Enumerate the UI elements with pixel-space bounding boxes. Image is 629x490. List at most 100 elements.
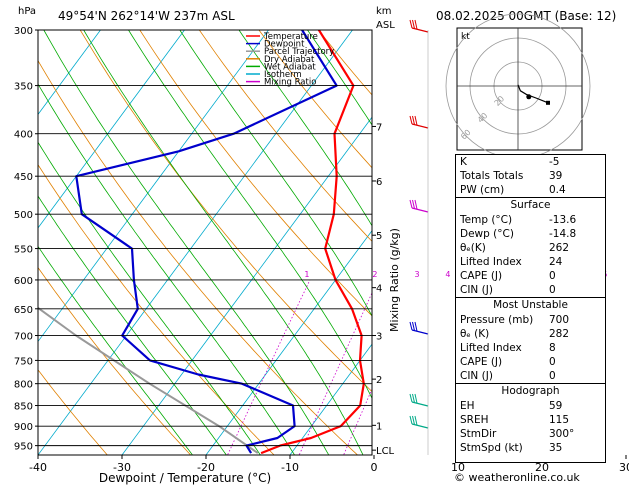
wind-barb-flag — [412, 199, 415, 209]
wind-barb-shaft — [411, 207, 429, 213]
wet-adiabat-line — [38, 83, 295, 455]
most-unstable-section: Most Unstable Pressure (mb) 700 θₑ (K) 282 L… — [456, 297, 605, 383]
stat-row: Temp (°C) -13.6 — [456, 213, 605, 227]
x-tick-label: -20 — [197, 461, 215, 474]
parcel-trajectory-line — [38, 306, 259, 454]
height-label: 5 — [376, 231, 382, 242]
mixing-ratio-axis-title: Mixing Ratio (g/kg) — [388, 228, 401, 332]
wind-barb-flag — [414, 415, 418, 426]
dry-adiabat-line — [38, 266, 192, 455]
isotherm-line — [0, 30, 17, 455]
pressure-label: 300 — [14, 26, 33, 37]
hodograph-stats-title: Hodograph — [501, 385, 560, 397]
x-tick-label: 20 — [535, 461, 549, 474]
y-unit-label: hPa — [18, 6, 36, 17]
hodograph-point — [546, 100, 550, 105]
indices-section: K -5 Totals Totals 39 PW (cm) 0.4 — [456, 155, 605, 197]
wet-adiabat-line — [179, 30, 372, 317]
stat-label: θₑ(K) — [460, 242, 486, 254]
surface-section: Surface Temp (°C) -13.6 Dewp (°C) -14.8 θₑ(K… — [456, 197, 605, 297]
stat-row: StmSpd (kt) 35 — [456, 441, 605, 455]
stat-value: 0.4 — [549, 184, 566, 196]
isotherm-line — [38, 30, 269, 343]
x-tick-label: -30 — [113, 461, 131, 474]
wind-barb-flag — [414, 115, 418, 126]
height-label: 3 — [376, 332, 382, 343]
stat-value: 39 — [549, 170, 563, 182]
wind-barb-shaft — [411, 329, 429, 335]
x-axis-title: Dewpoint / Temperature (°C) — [99, 471, 271, 485]
wind-barb-flag — [412, 415, 415, 425]
legend-label: Temperature — [263, 32, 318, 42]
stat-value: 24 — [549, 256, 563, 268]
stat-row: Pressure (mb) 700 — [456, 313, 605, 327]
isotherm-line — [121, 116, 372, 455]
stat-label: StmSpd (kt) — [460, 442, 523, 454]
km-label: km — [376, 6, 392, 17]
hodograph-unit-label: kt — [461, 32, 470, 42]
stat-label: EH — [460, 400, 475, 412]
pressure-label: 750 — [14, 356, 33, 367]
dry-adiabat-line — [139, 30, 372, 317]
mixing-ratio-label: 4 — [445, 270, 450, 279]
pressure-label: 650 — [14, 305, 33, 316]
hodograph-stats-section: Hodograph EH 59 SREH 115 StmDir 300° StmSpd (k… — [456, 383, 605, 455]
dry-adiabat-line — [38, 369, 108, 455]
copyright-footer[interactable]: © weatheronline.co.uk — [454, 471, 580, 484]
wind-barb-flag — [414, 19, 418, 30]
dry-adiabat-line — [198, 30, 372, 242]
wet-adiabat-line — [38, 195, 227, 455]
stat-row: CAPE (J) 0 — [456, 355, 605, 369]
wind-barb-flag — [414, 321, 418, 332]
wet-adiabat-line — [238, 30, 372, 227]
x-tick-label: -40 — [29, 461, 47, 474]
stat-row: Lifted Index 8 — [456, 341, 605, 355]
stat-row: Lifted Index 24 — [456, 255, 605, 269]
hodograph-frame — [456, 27, 583, 151]
stat-label: StmDir — [460, 428, 497, 440]
stat-label: Pressure (mb) — [460, 314, 534, 326]
wind-barb-flag — [414, 393, 418, 404]
stats-panel: K -5 Totals Totals 39 PW (cm) 0.4 Surface Tem… — [455, 154, 606, 463]
height-label: LCL — [376, 446, 395, 457]
stat-value: 59 — [549, 400, 563, 412]
legend-label: Dewpoint — [264, 40, 305, 50]
pressure-label: 400 — [14, 130, 33, 141]
wind-barb-flag — [409, 199, 413, 209]
stat-value: 8 — [549, 342, 556, 354]
wind-barb-flag — [409, 321, 413, 331]
stat-row: EH 59 — [456, 399, 605, 413]
stat-row: CAPE (J) 0 — [456, 269, 605, 283]
dry-adiabat-line — [79, 30, 372, 393]
stat-label: CAPE (J) — [460, 270, 503, 282]
legend-label: Isotherm — [264, 70, 302, 80]
plot-border — [37, 29, 373, 456]
stat-row: θₑ(K) 262 — [456, 241, 605, 255]
stat-label: Dewp (°C) — [460, 228, 514, 240]
stat-label: CIN (J) — [460, 370, 493, 382]
dry-adiabat-line — [38, 59, 359, 455]
x-tick-label: 0 — [371, 461, 378, 474]
wind-barb-flag — [409, 393, 413, 403]
x-tick-label: 30 — [619, 461, 629, 474]
stat-value: 0 — [549, 356, 556, 368]
wind-barb-flag — [412, 393, 415, 403]
stat-row: Totals Totals 39 — [456, 169, 605, 183]
stat-label: Lifted Index — [460, 342, 522, 354]
x-tick-label: 10 — [451, 461, 465, 474]
dry-adiabat-line — [258, 30, 372, 169]
isotherm-line — [205, 230, 372, 455]
wind-barb-shaft — [411, 27, 429, 33]
stat-value: -13.6 — [549, 214, 577, 226]
mixing-ratio-line — [227, 279, 311, 455]
plot-area — [0, 30, 629, 464]
isotherm-line — [38, 30, 353, 455]
wind-barb-flag — [409, 115, 413, 125]
mixing-ratio-line — [606, 280, 629, 464]
wind-barbs — [409, 19, 429, 455]
asl-label: ASL — [376, 20, 395, 31]
stat-value: -14.8 — [549, 228, 577, 240]
stat-value: 35 — [549, 442, 563, 454]
